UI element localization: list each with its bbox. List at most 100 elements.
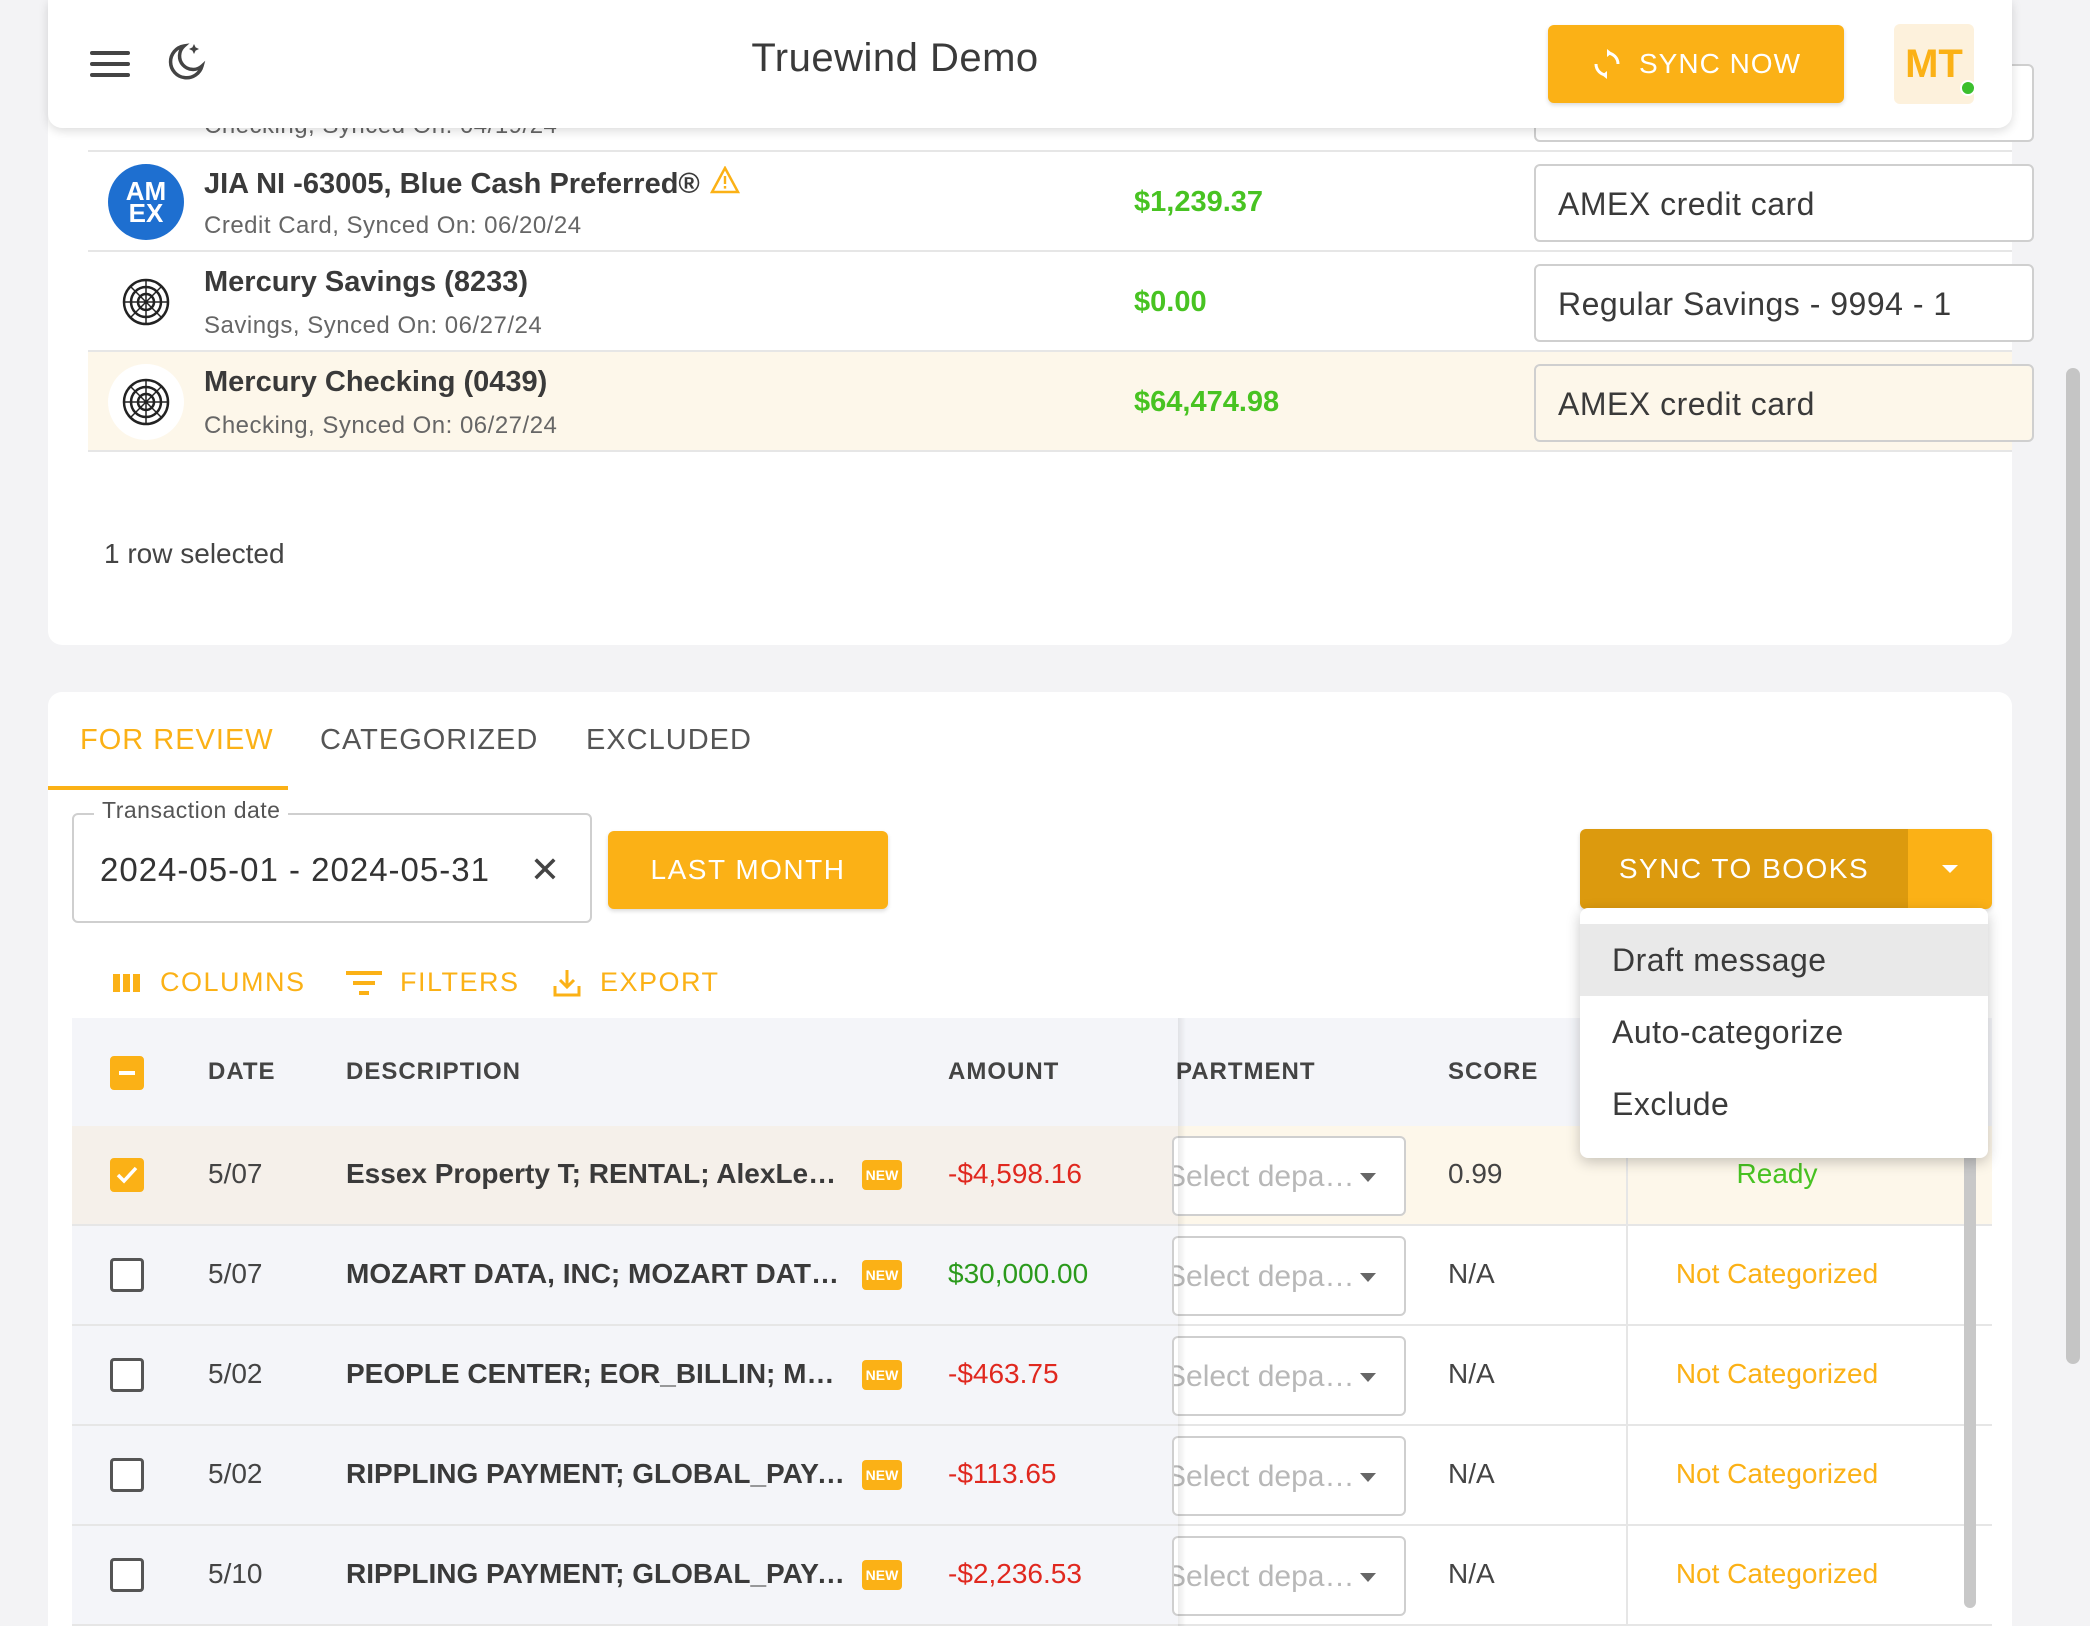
- page-scrollbar[interactable]: [2066, 368, 2080, 1364]
- transaction-status: Not Categorized: [1626, 1526, 1926, 1624]
- sync-options-menu: Draft message Auto-categorize Exclude: [1580, 908, 1988, 1158]
- caret-down-icon: [1360, 1173, 1376, 1182]
- transaction-score: 0.99: [1448, 1158, 1503, 1189]
- department-select[interactable]: Select depa…: [1172, 1236, 1406, 1316]
- account-row[interactable]: AM EX JIA NI -63005, Blue Cash Preferred®…: [88, 152, 2034, 252]
- account-row[interactable]: Mercury Savings (8233) Savings, Synced On…: [88, 252, 2034, 352]
- columns-button[interactable]: COLUMNS: [112, 967, 306, 998]
- download-icon: [553, 969, 581, 996]
- rows-selected-count: 1 row selected: [104, 538, 285, 569]
- transaction-date: 5/02: [208, 1458, 263, 1489]
- column-header-date[interactable]: DATE: [208, 1058, 276, 1085]
- account-mapping-select[interactable]: AMEX credit card: [1534, 364, 2034, 442]
- sync-now-label: SYNC NOW: [1639, 48, 1801, 79]
- caret-down-icon: [1360, 1573, 1376, 1582]
- account-sync-info: Checking, Synced On: 06/27/24: [204, 412, 558, 439]
- row-checkbox[interactable]: [110, 1358, 144, 1392]
- filters-label: FILTERS: [400, 967, 520, 997]
- new-badge: NEW: [862, 1560, 902, 1590]
- transaction-date-value[interactable]: 2024-05-01 - 2024-05-31: [100, 851, 490, 888]
- filter-icon: [346, 970, 382, 995]
- new-badge: NEW: [862, 1160, 902, 1190]
- select-all-checkbox[interactable]: [110, 1056, 144, 1090]
- transaction-status: Not Categorized: [1626, 1226, 1926, 1324]
- transaction-row[interactable]: 5/07 Essex Property T; RENTAL; AlexLe… NEW…: [72, 1126, 1992, 1226]
- pinned-columns-shadow: [1178, 1018, 1186, 1626]
- account-balance: $64,474.98: [1134, 386, 1280, 418]
- caret-down-icon: [1360, 1273, 1376, 1282]
- transaction-description: PEOPLE CENTER; EOR_BILLIN; ME…: [346, 1358, 846, 1389]
- transaction-row[interactable]: 5/02 PEOPLE CENTER; EOR_BILLIN; ME… NEW -$4…: [72, 1326, 1992, 1426]
- department-select[interactable]: Select depa…: [1172, 1336, 1406, 1416]
- caret-down-icon: [1360, 1473, 1376, 1482]
- account-mapping-select[interactable]: AMEX credit card: [1534, 164, 2034, 242]
- transaction-score: N/A: [1448, 1458, 1495, 1489]
- sync-icon: [1594, 49, 1620, 79]
- transaction-row[interactable]: 5/07 MOZART DATA, INC; MOZART DAT… NEW $30,…: [72, 1226, 1992, 1326]
- grid-scrollbar[interactable]: [1964, 1128, 1976, 1608]
- pinned-cells: [72, 1426, 1178, 1524]
- menu-item-exclude[interactable]: Exclude: [1612, 1086, 1730, 1122]
- account-row[interactable]: Mercury Checking (0439) Checking, Synced …: [88, 352, 2034, 452]
- transactions-grid: DATE DESCRIPTION AMOUNT PARTMENT SCORE 5…: [72, 1018, 1992, 1626]
- menu-item-draft-message[interactable]: Draft message: [1580, 924, 1988, 996]
- transaction-status: Ready: [1626, 1126, 1926, 1224]
- column-header-department[interactable]: PARTMENT: [1176, 1058, 1316, 1085]
- transaction-description: MOZART DATA, INC; MOZART DAT…: [346, 1258, 840, 1289]
- menu-icon[interactable]: [88, 44, 132, 84]
- account-sync-info: Credit Card, Synced On: 06/20/24: [204, 212, 582, 239]
- pinned-cells: [72, 1526, 1178, 1624]
- last-month-button[interactable]: LAST MONTH: [608, 831, 888, 909]
- avatar[interactable]: MT: [1894, 24, 1976, 104]
- mercury-logo: [108, 364, 184, 440]
- export-label: EXPORT: [600, 967, 720, 997]
- filters-button[interactable]: FILTERS: [346, 967, 520, 998]
- transaction-amount: $30,000.00: [948, 1258, 1089, 1289]
- column-header-score[interactable]: SCORE: [1448, 1058, 1539, 1085]
- column-header-amount[interactable]: AMOUNT: [948, 1058, 1060, 1085]
- sync-to-books-menu-toggle[interactable]: [1908, 829, 1992, 909]
- transaction-description: RIPPLING PAYMENT; GLOBAL_PAY;…: [346, 1458, 846, 1489]
- clear-date-icon[interactable]: ✕: [529, 849, 560, 890]
- new-badge: NEW: [862, 1260, 902, 1290]
- menu-item-auto-categorize[interactable]: Auto-categorize: [1612, 1014, 1844, 1050]
- department-select[interactable]: Select depa…: [1172, 1436, 1406, 1516]
- sync-to-books-button[interactable]: SYNC TO BOOKS: [1580, 829, 1908, 909]
- online-status-dot: [1960, 80, 1976, 96]
- review-card: FOR REVIEW CATEGORIZED EXCLUDED Transact…: [48, 692, 2012, 1626]
- transaction-status: Not Categorized: [1626, 1426, 1926, 1524]
- transaction-amount: -$4,598.16: [948, 1158, 1082, 1189]
- caret-down-icon: [1942, 865, 1958, 873]
- transaction-score: N/A: [1448, 1358, 1495, 1389]
- pinned-cells: [72, 1126, 1178, 1224]
- transaction-row[interactable]: 5/02 RIPPLING PAYMENT; GLOBAL_PAY;… NEW -$1…: [72, 1426, 1992, 1526]
- transaction-date-field[interactable]: Transaction date 2024-05-01 - 2024-05-31…: [72, 797, 592, 923]
- tab-for-review[interactable]: FOR REVIEW: [80, 724, 274, 756]
- row-checkbox[interactable]: [110, 1458, 144, 1492]
- account-balance: $0.00: [1134, 286, 1207, 318]
- row-checkbox[interactable]: [110, 1558, 144, 1592]
- transaction-date: 5/10: [208, 1558, 263, 1589]
- columns-label: COLUMNS: [160, 967, 306, 997]
- transaction-status: Not Categorized: [1626, 1326, 1926, 1424]
- department-placeholder: Select depa…: [1172, 1460, 1355, 1493]
- transaction-amount: -$113.65: [948, 1458, 1057, 1489]
- row-checkbox[interactable]: [110, 1258, 144, 1292]
- transaction-amount: -$463.75: [948, 1358, 1059, 1389]
- tab-excluded[interactable]: EXCLUDED: [586, 724, 752, 756]
- sync-now-button[interactable]: SYNC NOW: [1548, 25, 1844, 103]
- department-select[interactable]: Select depa…: [1172, 1536, 1406, 1616]
- dark-mode-icon[interactable]: [164, 40, 208, 80]
- export-button[interactable]: EXPORT: [552, 967, 720, 998]
- column-header-description[interactable]: DESCRIPTION: [346, 1058, 522, 1085]
- department-select[interactable]: Select depa…: [1172, 1136, 1406, 1216]
- account-name-text: Mercury Savings (8233): [204, 266, 528, 298]
- transaction-row[interactable]: 5/10 RIPPLING PAYMENT; GLOBAL_PAY;… NEW -$2…: [72, 1526, 1992, 1626]
- account-name: Mercury Checking (0439): [204, 366, 547, 399]
- row-checkbox[interactable]: [110, 1158, 144, 1192]
- account-mapping-select[interactable]: Regular Savings - 9994 - 1: [1534, 264, 2034, 342]
- warning-icon[interactable]: [709, 165, 740, 202]
- columns-icon: [113, 973, 140, 992]
- transaction-description: RIPPLING PAYMENT; GLOBAL_PAY;…: [346, 1558, 846, 1589]
- tab-categorized[interactable]: CATEGORIZED: [320, 724, 539, 756]
